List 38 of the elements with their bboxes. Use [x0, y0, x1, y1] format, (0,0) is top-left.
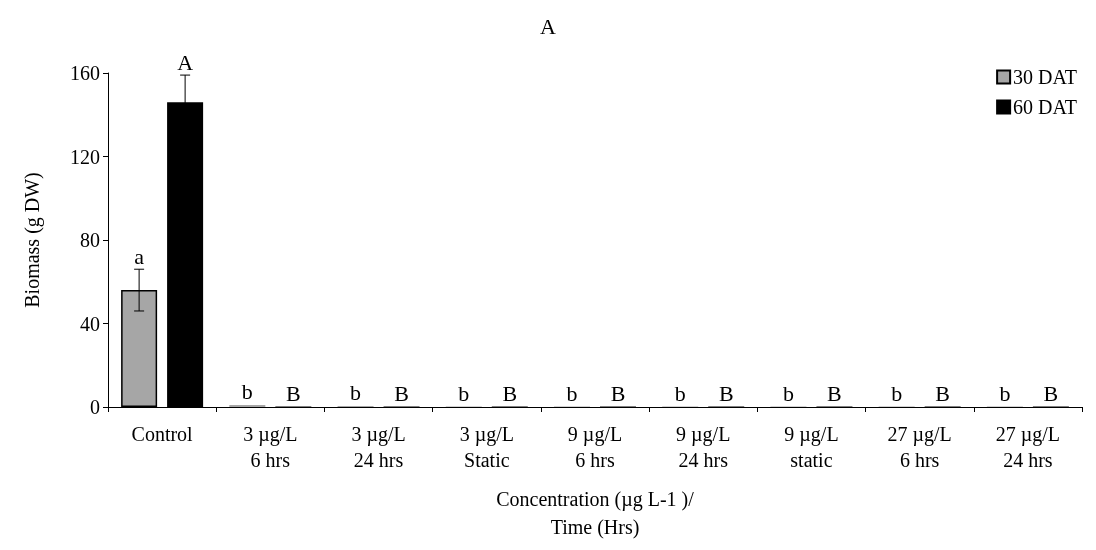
data-label: b: [350, 380, 362, 406]
data-label: b: [458, 381, 470, 407]
legend-label: 30 DAT: [1013, 66, 1077, 88]
data-label: b: [674, 381, 686, 407]
y-axis-title: Biomass (g DW): [21, 172, 44, 308]
x-tick-label: 27 µg/L 6 hrs: [887, 423, 952, 471]
x-tick-label: 3 µg/L 24 hrs: [351, 423, 406, 471]
data-label: a: [134, 243, 145, 269]
x-tick-label: 27 µg/L 24 hrs: [995, 423, 1061, 471]
data-label: B: [502, 381, 518, 407]
data-label: b: [891, 381, 903, 407]
x-tick-label: 9 µg/L static: [784, 423, 839, 471]
data-label: B: [1043, 381, 1059, 407]
data-label: B: [394, 381, 409, 407]
data-label: b: [566, 381, 578, 407]
y-tick-label: 80: [80, 229, 100, 251]
chart-title: A: [540, 13, 557, 39]
x-tick-label: 3 µg/L 6 hrs: [243, 423, 298, 471]
data-label: B: [610, 381, 626, 407]
data-label: b: [999, 381, 1011, 407]
y-tick-label: 40: [80, 312, 100, 335]
x-axis-title: Concentration (µg L-1 )/ Time (Hrs): [496, 488, 695, 539]
data-label: B: [285, 381, 301, 407]
data-label: b: [782, 381, 794, 407]
x-tick-label: 9 µg/L 24 hrs: [676, 423, 731, 471]
y-tick-label: 120: [70, 145, 100, 168]
y-tick-label: 160: [70, 62, 100, 84]
bar: [229, 404, 266, 407]
legend-label: 60 DAT: [1013, 96, 1077, 118]
x-tick-label: 9 µg/L 6 hrs: [567, 423, 623, 471]
data-label: B: [935, 381, 951, 407]
x-tick-label: 3 µg/L Static: [459, 423, 514, 471]
y-tick-label: 0: [90, 396, 100, 418]
data-label: b: [241, 379, 253, 405]
data-label: A: [177, 49, 194, 75]
data-label: B: [718, 381, 734, 407]
data-label: B: [827, 381, 842, 407]
x-tick-label: Control: [131, 423, 194, 445]
